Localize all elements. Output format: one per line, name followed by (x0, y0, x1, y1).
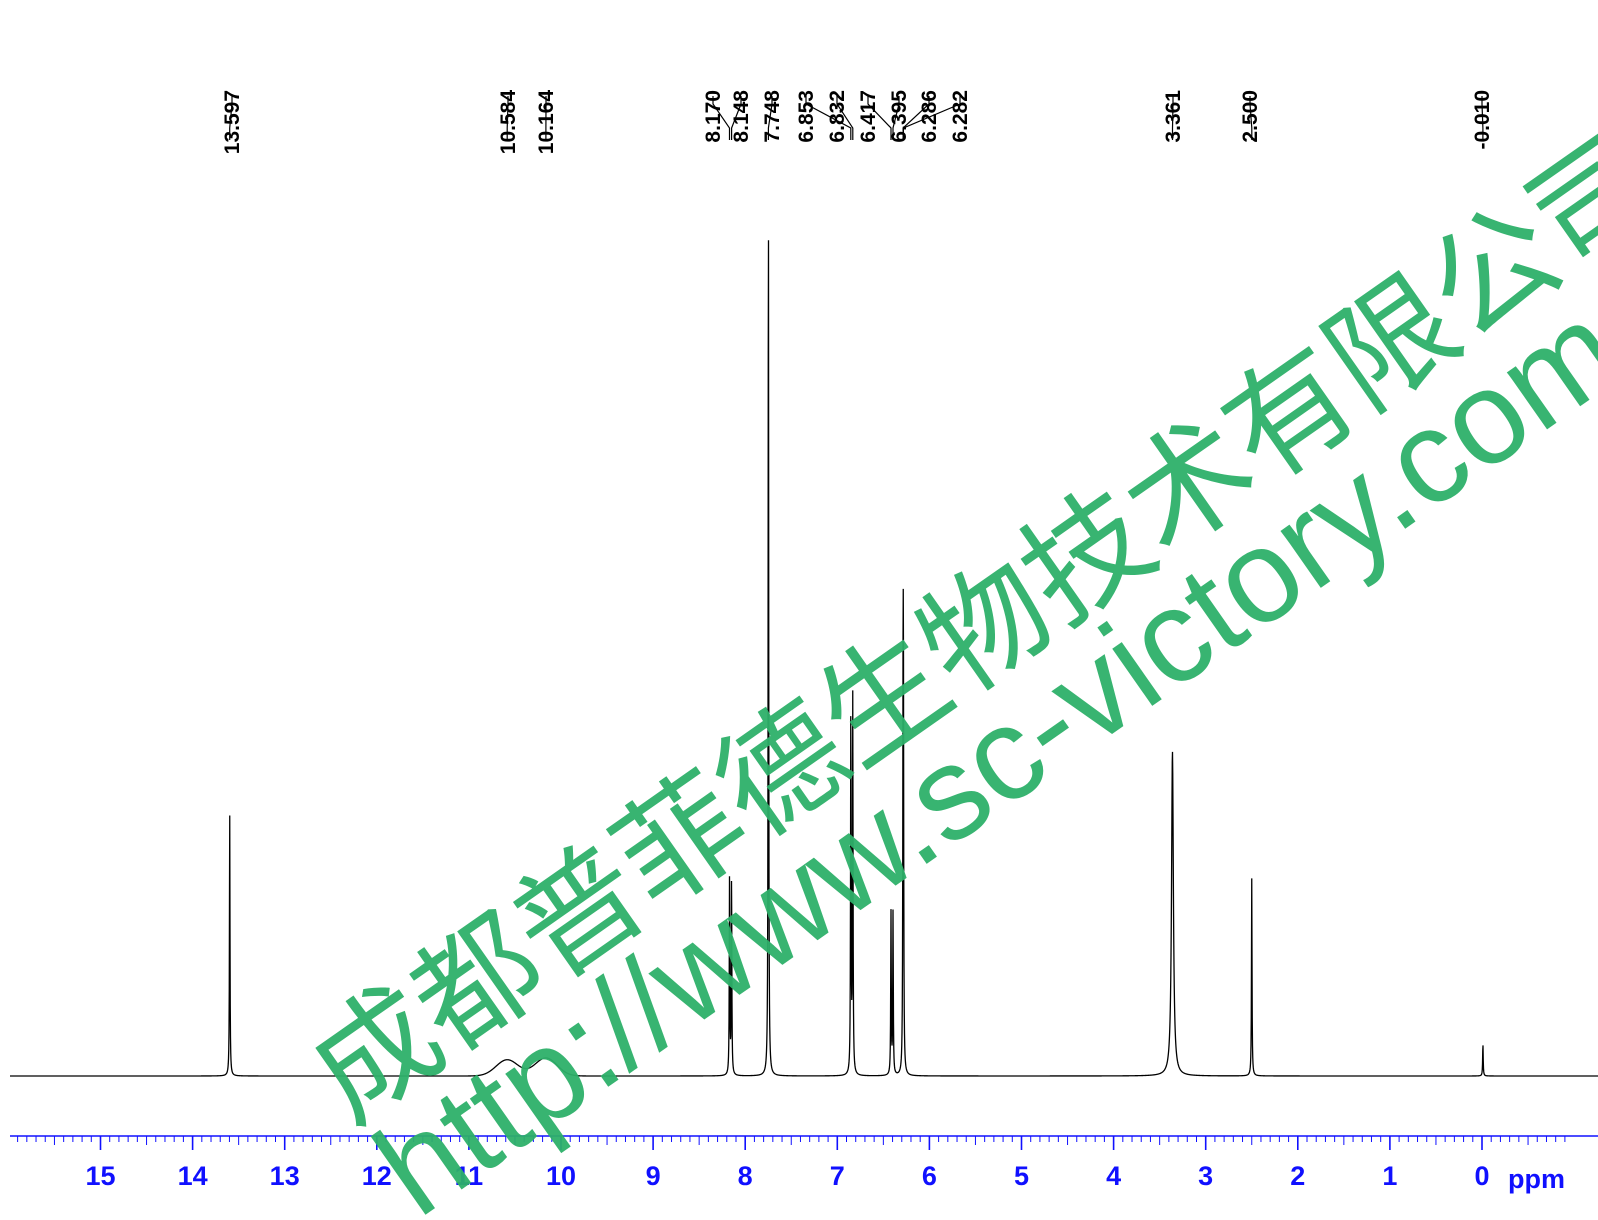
peak-label-connector (229, 96, 233, 140)
x-tick-label: 8 (738, 1161, 753, 1191)
x-axis: 15 14 13 12 11 10 9 8 7 6 5 4 3 2 1 0 ppm (10, 1135, 1598, 1194)
peak-label-connector (767, 96, 773, 140)
x-tick-label: 14 (178, 1161, 208, 1191)
peak-label-connector (731, 96, 742, 140)
x-tick-label: 6 (922, 1161, 937, 1191)
x-tick-label: 9 (646, 1161, 661, 1191)
peak-label-connector (805, 96, 852, 140)
peak-label: 8.148 (730, 90, 753, 143)
x-axis-unit-label: ppm (1508, 1164, 1565, 1194)
x-tick-label: 0 (1474, 1161, 1489, 1191)
peak-label: 6.395 (888, 90, 911, 143)
x-tick-label: 2 (1290, 1161, 1305, 1191)
peak-label-connector (836, 96, 854, 140)
peak-label-connector (902, 96, 961, 140)
peak-label: 6.853 (795, 90, 818, 143)
watermark-company-name: 成都普菲德生物技术有限公司 (286, 109, 1598, 1147)
x-tick-label: 4 (1106, 1161, 1121, 1191)
peak-label: 13.597 (221, 90, 244, 154)
peak-label-connector (1171, 96, 1174, 140)
x-tick-label: 3 (1198, 1161, 1213, 1191)
peak-label-connector (506, 96, 509, 140)
peak-label-connector (867, 96, 892, 140)
peak-label-connector (712, 96, 731, 140)
x-tick-label: 12 (362, 1161, 392, 1191)
peak-label: 3.361 (1162, 90, 1185, 143)
x-tick-label: 7 (830, 1161, 845, 1191)
peak-label: 10.584 (497, 90, 520, 155)
peak-connector-group (229, 96, 1484, 140)
peak-label: 7.748 (761, 90, 784, 143)
peak-label-connector (1481, 96, 1484, 140)
peak-label-connector (1249, 96, 1253, 140)
x-tick-label: 10 (546, 1161, 576, 1191)
x-tick-label: 1 (1382, 1161, 1397, 1191)
peak-label-connector (892, 96, 900, 140)
watermark-url: http://www.sc-victory.com (350, 274, 1598, 1220)
spectrum-trace (10, 240, 1598, 1077)
peak-label: 8.170 (702, 90, 725, 143)
peak-label: 6.417 (857, 90, 880, 143)
peak-label: 6.282 (949, 90, 972, 143)
watermark: 成都普菲德生物技术有限公司 http://www.sc-victory.com (286, 109, 1598, 1220)
x-tick-label: 11 (455, 1161, 484, 1191)
x-tick-label: 13 (270, 1161, 300, 1191)
x-tick-label: 15 (85, 1161, 115, 1191)
x-tick-label: 5 (1014, 1161, 1029, 1191)
peak-label-group: 13.597 10.584 10.164 8.170 8.148 7.748 6.853 6.… (221, 90, 1494, 155)
peak-label: 6.832 (826, 90, 849, 143)
